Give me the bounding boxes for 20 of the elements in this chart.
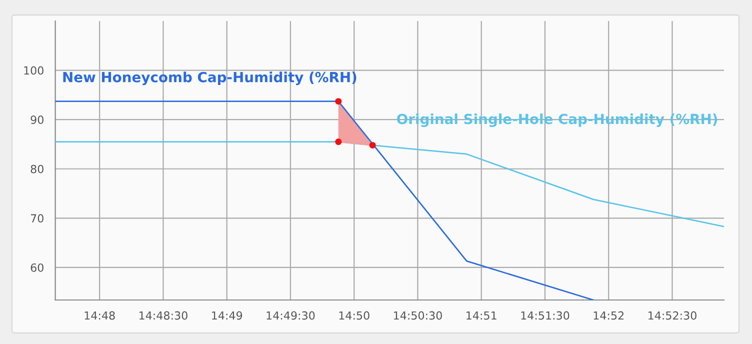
x-tick-label: 14:52 — [594, 311, 624, 320]
series-label: New Honeycomb Cap-Humidity (%RH) — [63, 72, 356, 86]
y-tick-label: 70 — [30, 214, 44, 223]
x-tick-label: 14:50 — [339, 311, 370, 320]
y-tick-label: 60 — [30, 263, 44, 272]
x-tick-label: 14:50:30 — [394, 311, 442, 320]
x-tick-label: 14:48:30 — [139, 311, 188, 320]
x-tick-label: 14:51:30 — [521, 311, 570, 320]
series-label: Original Single-Hole Cap-Humidity (%RH) — [397, 113, 718, 128]
point — [335, 98, 342, 105]
y-tick-label: 100 — [24, 66, 44, 75]
y-tick-label: 80 — [30, 164, 44, 174]
x-tick-label: 14:51 — [466, 311, 496, 320]
x-tick-label: 14:49 — [212, 311, 242, 320]
x-tick-label: 14:52:30 — [648, 311, 696, 320]
x-tick-label: 14:48 — [84, 311, 115, 320]
point — [369, 142, 376, 148]
y-tick-label: 90 — [30, 116, 44, 124]
point — [335, 138, 342, 146]
x-tick-label: 14:49:30 — [266, 311, 315, 320]
